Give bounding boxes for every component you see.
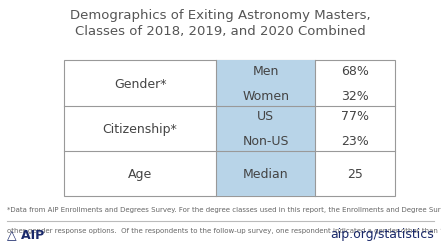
Text: *Data from AIP Enrollments and Degrees Survey. For the degree classes used in th: *Data from AIP Enrollments and Degrees S… (7, 206, 441, 212)
Text: △ AIP: △ AIP (7, 227, 44, 240)
Text: Classes of 2018, 2019, and 2020 Combined: Classes of 2018, 2019, and 2020 Combined (75, 25, 366, 38)
Text: Non-US: Non-US (243, 135, 289, 148)
Text: Age: Age (128, 167, 152, 180)
Text: Women: Women (242, 90, 289, 103)
Text: US: US (257, 110, 274, 122)
Text: Median: Median (243, 167, 288, 180)
Text: Gender*: Gender* (114, 77, 166, 90)
Text: aip.org/statistics: aip.org/statistics (331, 227, 434, 240)
Bar (64, 61, 395, 196)
Text: Men: Men (253, 65, 279, 78)
Text: 25: 25 (347, 167, 363, 180)
Bar (216, 61, 315, 196)
Text: 68%: 68% (341, 65, 369, 78)
Text: 77%: 77% (341, 110, 369, 122)
Text: Demographics of Exiting Astronomy Masters,: Demographics of Exiting Astronomy Master… (70, 9, 371, 22)
Text: 23%: 23% (341, 135, 369, 148)
Text: Citizenship*: Citizenship* (103, 122, 177, 135)
Text: 32%: 32% (341, 90, 369, 103)
Text: other gender response options.  Of the respondents to the follow-up survey, one : other gender response options. Of the re… (7, 228, 441, 234)
